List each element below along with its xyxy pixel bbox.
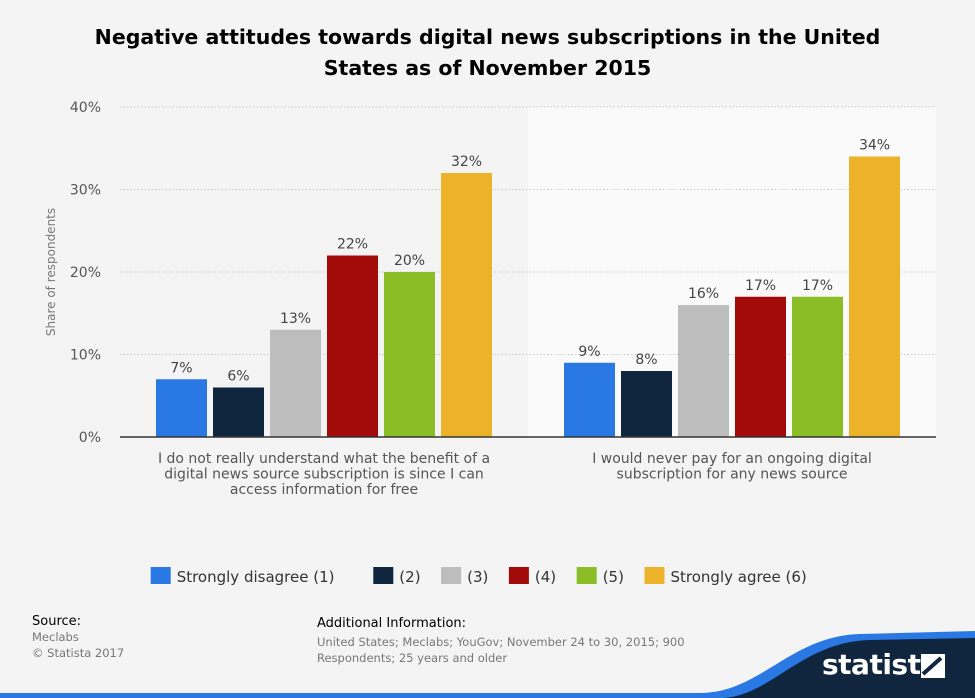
source-block: Source: Meclabs © Statista 2017 (32, 614, 124, 661)
statista-logo[interactable]: statista (822, 648, 939, 681)
bar (384, 272, 435, 437)
legend-swatch (576, 567, 597, 584)
legend-label: (3) (467, 568, 488, 586)
legend-label: (5) (603, 568, 624, 586)
data-label: 17% (745, 278, 776, 294)
bar (441, 173, 492, 437)
data-label: 34% (859, 138, 890, 154)
x-category-label: I do not really understand what the bene… (158, 451, 490, 467)
footer-dark-band (0, 638, 975, 698)
bar-chart: 0% 10% 20% 30% 40% Share of respondents 7% 6% 13… (44, 100, 936, 586)
y-axis-label: Share of respondents (44, 208, 58, 336)
additional-info-block: Additional Information: United States; M… (317, 616, 737, 666)
data-label: 9% (578, 344, 600, 360)
x-category-label: access information for free (230, 482, 418, 498)
y-tick-label: 20% (70, 265, 101, 281)
y-tick-label: 0% (79, 430, 101, 446)
legend-swatch (441, 567, 462, 584)
data-label: 7% (170, 360, 192, 376)
bar (213, 387, 264, 437)
bar (735, 296, 786, 437)
bar (270, 329, 321, 437)
legend-swatch (373, 567, 394, 584)
x-category-label: I would never pay for an ongoing digital (592, 451, 872, 467)
data-label: 16% (688, 286, 719, 302)
y-tick-label: 40% (70, 100, 101, 116)
source-line: Meclabs (32, 630, 79, 644)
bar (849, 156, 900, 437)
legend-label: Strongly agree (6) (671, 568, 807, 586)
source-label: Source: (32, 614, 82, 629)
data-label: 8% (635, 352, 657, 368)
chart-title: Negative attitudes towards digital news … (94, 25, 881, 80)
x-category-label: subscription for any news source (617, 467, 848, 483)
source-line: © Statista 2017 (32, 646, 125, 660)
bar (792, 296, 843, 437)
bar (564, 362, 615, 437)
data-label: 20% (394, 253, 425, 269)
additional-info-label: Additional Information: (317, 616, 467, 631)
bar (621, 371, 672, 437)
data-label: 22% (337, 237, 368, 253)
legend-label: (2) (399, 568, 420, 586)
data-label: 13% (280, 311, 311, 327)
statista-logo-icon (921, 654, 945, 678)
legend-label: Strongly disagree (1) (177, 568, 335, 586)
data-label: 17% (802, 278, 833, 294)
data-label: 32% (451, 154, 482, 170)
legend-swatch (150, 567, 171, 584)
y-tick-label: 10% (70, 348, 101, 364)
legend-swatch (644, 567, 665, 584)
x-category-label: digital news source subscription is sinc… (164, 467, 484, 483)
bar (678, 305, 729, 437)
data-label: 6% (227, 369, 249, 385)
bar (327, 255, 378, 437)
additional-info-text: United States; Meclabs; YouGov; November… (317, 635, 685, 665)
y-tick-label: 30% (70, 183, 101, 199)
legend-label: (4) (535, 568, 556, 586)
legend-swatch (508, 567, 529, 584)
bar (156, 379, 207, 437)
